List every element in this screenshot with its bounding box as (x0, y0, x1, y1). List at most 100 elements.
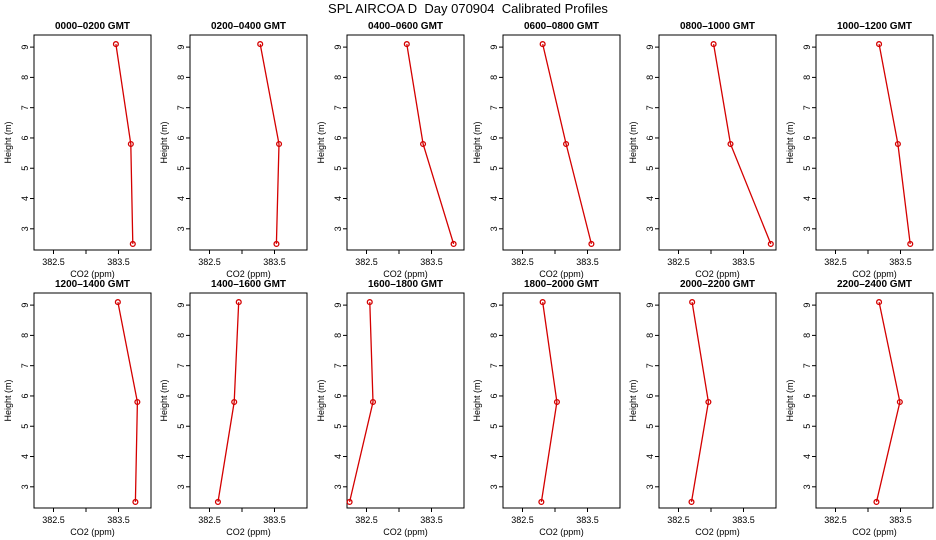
chart-main-title: SPL AIRCOA D Day 070904 Calibrated Profi… (328, 1, 608, 16)
profile-line (115, 44, 134, 244)
y-axis-label: Height (m) (628, 121, 638, 163)
y-tick-label: 8 (802, 75, 812, 80)
x-tick-label: 382.5 (667, 257, 690, 267)
plot-frame (189, 34, 308, 251)
y-tick-label: 7 (333, 105, 343, 110)
data-point (134, 398, 141, 406)
y-tick-label: 4 (802, 196, 812, 201)
x-tick-label: 382.5 (198, 257, 221, 267)
data-point (275, 140, 283, 148)
data-point (214, 498, 222, 505)
x-axis-label: CO2 (ppm) (695, 269, 740, 279)
y-tick-label: 4 (802, 454, 812, 459)
data-point (689, 299, 696, 306)
data-point (875, 41, 883, 48)
y-tick-label: 4 (489, 454, 499, 459)
y-axis-label: Height (m) (159, 121, 169, 163)
y-tick-label: 7 (489, 363, 499, 368)
data-point (553, 398, 560, 406)
plot-frame (815, 34, 934, 251)
y-tick-label: 5 (20, 424, 30, 429)
data-point (112, 41, 119, 48)
plot-frame (502, 292, 621, 509)
y-tick-label: 3 (489, 226, 499, 231)
panel-title: 1600–1800 GMT (368, 279, 443, 290)
data-point (369, 398, 377, 406)
y-tick-label: 8 (489, 333, 499, 338)
y-tick-label: 4 (333, 454, 343, 459)
y-tick-label: 8 (333, 333, 343, 338)
y-tick-label: 5 (645, 424, 655, 429)
x-axis-label: CO2 (ppm) (226, 269, 271, 279)
y-tick-label: 9 (802, 45, 812, 50)
y-tick-label: 5 (176, 424, 186, 429)
y-tick-label: 3 (333, 226, 343, 231)
panel-title: 0600–0800 GMT (524, 21, 599, 32)
y-tick-label: 7 (20, 105, 30, 110)
y-tick-label: 4 (20, 454, 30, 459)
x-tick-label: 383.5 (576, 257, 599, 267)
x-tick-label: 383.5 (263, 515, 286, 525)
x-tick-label: 382.5 (667, 515, 690, 525)
data-point (419, 140, 427, 148)
plot-frame (502, 34, 621, 251)
y-tick-label: 7 (802, 105, 812, 110)
x-axis-label: CO2 (ppm) (695, 527, 740, 537)
data-point (875, 299, 883, 306)
profile-line (690, 301, 710, 503)
profile-line (406, 43, 455, 245)
y-tick-label: 9 (489, 45, 499, 50)
plot-frame (33, 34, 152, 251)
data-point (539, 299, 546, 306)
x-tick-label: 383.5 (107, 257, 130, 267)
y-tick-label: 9 (20, 303, 30, 308)
plot-frame (189, 292, 308, 509)
y-tick-label: 9 (333, 303, 343, 308)
y-axis-label: Height (m) (628, 379, 638, 421)
y-axis-label: Height (m) (159, 379, 169, 421)
data-point (129, 240, 136, 247)
y-tick-label: 8 (176, 75, 186, 80)
y-tick-label: 8 (645, 75, 655, 80)
data-point (539, 41, 546, 48)
y-tick-label: 9 (176, 303, 186, 308)
y-tick-label: 9 (489, 303, 499, 308)
y-tick-label: 4 (333, 196, 343, 201)
y-tick-label: 3 (645, 226, 655, 231)
profile-line (540, 302, 558, 502)
data-point (127, 140, 134, 148)
y-tick-label: 5 (489, 424, 499, 429)
y-axis-label: Height (m) (785, 121, 795, 163)
data-point (235, 299, 242, 306)
data-point (231, 398, 238, 406)
y-tick-label: 4 (489, 196, 499, 201)
x-tick-label: 383.5 (420, 257, 443, 267)
plot-frame (815, 292, 934, 509)
y-tick-label: 3 (802, 226, 812, 231)
y-tick-label: 5 (489, 166, 499, 171)
x-tick-label: 383.5 (732, 257, 755, 267)
data-point (403, 41, 410, 48)
x-tick-label: 382.5 (824, 515, 847, 525)
y-tick-label: 6 (802, 393, 812, 398)
data-point (132, 498, 139, 505)
y-axis-label: Height (m) (3, 379, 13, 421)
y-tick-label: 7 (176, 105, 186, 110)
y-axis-label: Height (m) (472, 379, 482, 421)
data-point (562, 140, 570, 148)
x-tick-label: 383.5 (889, 515, 912, 525)
y-tick-label: 3 (489, 484, 499, 489)
x-tick-label: 382.5 (198, 515, 221, 525)
y-tick-label: 6 (489, 393, 499, 398)
y-tick-label: 4 (176, 454, 186, 459)
y-axis-label: Height (m) (472, 121, 482, 163)
data-point (257, 41, 264, 48)
y-tick-label: 3 (333, 484, 343, 489)
y-tick-label: 8 (20, 75, 30, 80)
y-tick-label: 4 (645, 454, 655, 459)
x-tick-label: 383.5 (420, 515, 443, 525)
x-tick-label: 382.5 (42, 257, 65, 267)
y-tick-label: 5 (645, 166, 655, 171)
data-point (273, 240, 280, 247)
y-axis-label: Height (m) (785, 379, 795, 421)
